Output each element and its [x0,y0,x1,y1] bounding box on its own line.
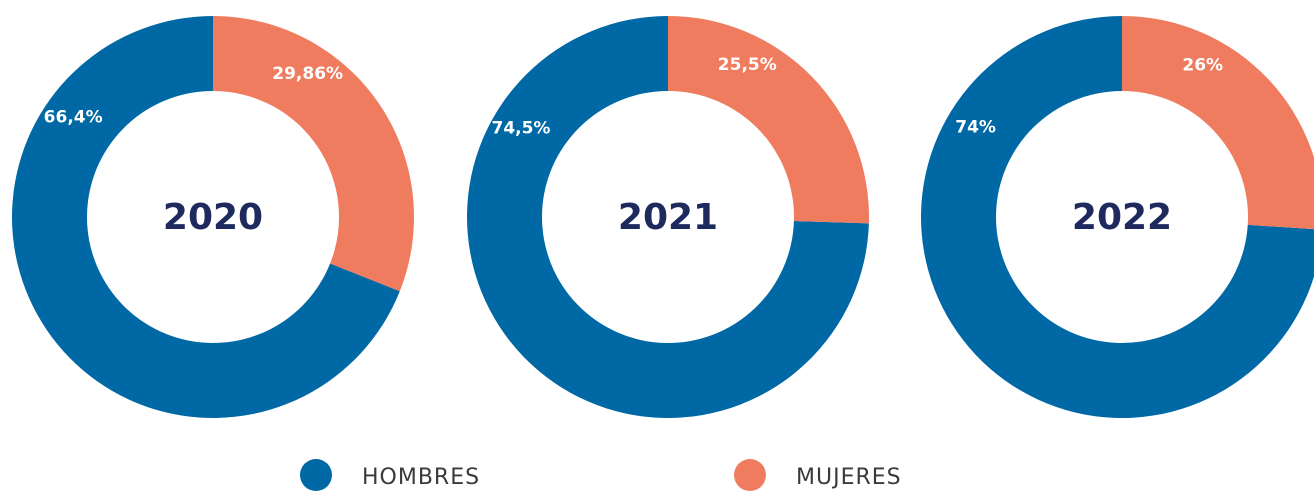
slice [11,16,400,418]
slice [1122,16,1314,230]
legend-swatch [300,459,332,491]
legend-label: MUJERES [796,465,902,490]
chart-title: 2022 [1072,197,1172,238]
value-label: 66,4% [44,108,103,128]
value-label: 26% [1182,56,1223,76]
legend-swatch [734,459,766,491]
slice [466,16,869,418]
value-label: 74,5% [491,119,550,139]
chart-title: 2021 [618,197,718,238]
slice [213,16,414,292]
legend-label: HOMBRES [362,465,480,490]
slice [668,16,869,224]
value-label: 29,86% [272,64,343,84]
slice [920,16,1314,418]
value-label: 74% [955,118,996,138]
chart-title: 2020 [163,197,263,238]
value-label: 25,5% [718,55,777,75]
